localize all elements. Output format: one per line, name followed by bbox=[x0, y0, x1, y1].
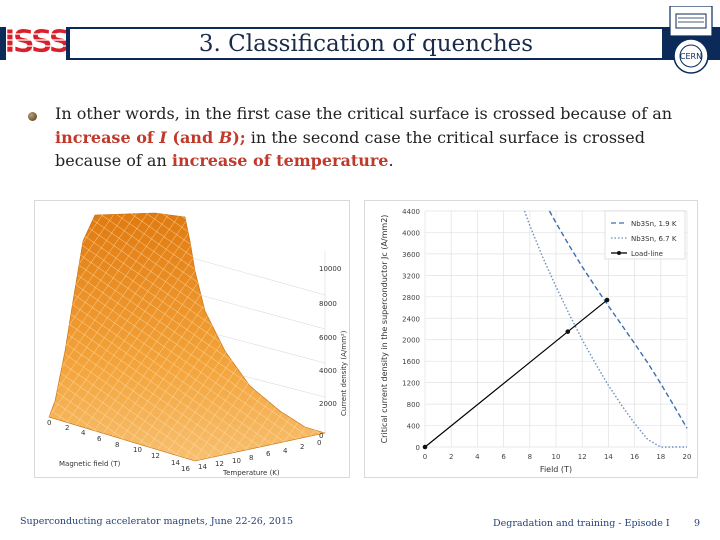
svg-text:12: 12 bbox=[215, 460, 224, 468]
y-axis-label: Critical current density in the supercon… bbox=[380, 215, 389, 444]
series bbox=[422, 210, 688, 450]
critical-current-chart: 0 400 800 1200 1600 2000 2400 2800 3200 3600 4000 4… bbox=[364, 200, 698, 478]
svg-text:2: 2 bbox=[300, 443, 304, 451]
y-tick-label: 800 bbox=[407, 401, 420, 409]
page-number: 9 bbox=[694, 518, 701, 529]
y-tick-label: 1200 bbox=[402, 380, 420, 388]
y-tick-label: 2000 bbox=[402, 337, 420, 345]
svg-text:10: 10 bbox=[232, 457, 241, 465]
svg-text:2: 2 bbox=[65, 424, 69, 432]
legend-box bbox=[604, 210, 686, 260]
legend-label: Nb3Sn, 6.7 K bbox=[631, 235, 677, 243]
load-line-point bbox=[565, 329, 571, 334]
z-axis-label: Current density (A/mm²) bbox=[340, 330, 348, 416]
svg-text:6000: 6000 bbox=[319, 334, 337, 342]
svg-text:14: 14 bbox=[198, 463, 207, 471]
load-line-point bbox=[422, 444, 428, 450]
svg-text:4: 4 bbox=[81, 429, 86, 437]
footer-course: Superconducting accelerator magnets, Jun… bbox=[20, 516, 294, 527]
x-tick-label: 8 bbox=[528, 453, 532, 461]
x-tick-label: 12 bbox=[578, 453, 587, 461]
temp-axis-ticks: 0 2 4 6 8 10 12 14 16 bbox=[181, 439, 321, 473]
legend: Nb3Sn, 1.9 K Nb3Sn, 6.7 K Load-line bbox=[604, 210, 686, 260]
title-box: 3. Classification of quenches bbox=[70, 27, 662, 60]
school-logo-text: ISSS bbox=[6, 24, 66, 60]
svg-text:4000: 4000 bbox=[319, 367, 337, 375]
cern-logo: CERN bbox=[669, 6, 713, 74]
y-tick-label: 0 bbox=[416, 444, 420, 452]
critical-current-svg: 0 400 800 1200 1600 2000 2400 2800 3200 3600 4000 4… bbox=[380, 208, 691, 474]
body-text-2: in the second case the critical surface … bbox=[55, 127, 645, 171]
x-tick-label: 14 bbox=[604, 453, 613, 461]
footer-lecture: Degradation and training - Episode I bbox=[493, 518, 670, 529]
highlight-increase-temperature: increase of temperature bbox=[171, 151, 389, 170]
series-line-2 bbox=[424, 299, 608, 448]
svg-text:6: 6 bbox=[97, 435, 102, 443]
x-tick-label: 20 bbox=[683, 453, 692, 461]
y-tick-label: 400 bbox=[407, 423, 420, 431]
cern-logo-text: CERN bbox=[680, 52, 702, 61]
school-logo: ISSS bbox=[6, 6, 66, 74]
svg-text:8: 8 bbox=[115, 441, 119, 449]
x-tick-label: 0 bbox=[423, 453, 427, 461]
legend-marker bbox=[617, 251, 621, 255]
critical-surface-3d-chart: 10000 8000 6000 4000 2000 0 Current dens… bbox=[34, 200, 350, 478]
svg-text:6: 6 bbox=[266, 450, 271, 458]
svg-text:2000: 2000 bbox=[319, 400, 337, 408]
svg-text:10: 10 bbox=[133, 446, 142, 454]
svg-text:8: 8 bbox=[249, 454, 253, 462]
x-tick-label: 2 bbox=[449, 453, 453, 461]
svg-text:0: 0 bbox=[319, 432, 323, 440]
series-line-0 bbox=[548, 210, 688, 429]
page-title: 3. Classification of quenches bbox=[198, 30, 534, 57]
axes: 0 400 800 1200 1600 2000 2400 2800 3200 3600 4000 4… bbox=[402, 208, 691, 461]
legend-label: Nb3Sn, 1.9 K bbox=[631, 220, 677, 228]
field-axis-label: Magnetic field (T) bbox=[59, 460, 121, 468]
surface-mesh bbox=[49, 213, 325, 461]
legend-label: Load-line bbox=[631, 250, 663, 258]
x-tick-label: 16 bbox=[630, 453, 639, 461]
y-tick-label: 2800 bbox=[402, 294, 420, 302]
field-axis-ticks: 0 2 4 6 8 10 12 14 bbox=[47, 419, 180, 467]
svg-text:14: 14 bbox=[171, 459, 180, 467]
y-tick-label: 3200 bbox=[402, 272, 420, 280]
svg-text:0: 0 bbox=[317, 439, 321, 447]
svg-text:12: 12 bbox=[151, 452, 160, 460]
y-tick-label: 4400 bbox=[402, 208, 420, 216]
critical-surface-svg: 10000 8000 6000 4000 2000 0 Current dens… bbox=[47, 212, 348, 477]
highlight-increase-current: increase of I (and B); bbox=[55, 127, 246, 147]
y-tick-label: 4000 bbox=[402, 229, 420, 237]
series-line-1 bbox=[523, 210, 687, 448]
x-tick-label: 18 bbox=[656, 453, 665, 461]
body-paragraph: In other words, in the first case the cr… bbox=[55, 102, 695, 173]
bullet-icon bbox=[28, 112, 37, 121]
svg-text:16: 16 bbox=[181, 465, 190, 473]
svg-text:0: 0 bbox=[47, 419, 51, 427]
x-tick-label: 4 bbox=[475, 453, 480, 461]
temp-axis-label: Temperature (K) bbox=[222, 469, 280, 477]
y-tick-label: 1600 bbox=[402, 358, 420, 366]
svg-text:8000: 8000 bbox=[319, 300, 337, 308]
y-tick-label: 3600 bbox=[402, 251, 420, 259]
body-text-1: In other words, in the first case the cr… bbox=[55, 104, 673, 123]
x-tick-label: 6 bbox=[501, 453, 506, 461]
svg-text:4: 4 bbox=[283, 447, 288, 455]
y-tick-label: 2400 bbox=[402, 315, 420, 323]
x-tick-label: 10 bbox=[552, 453, 561, 461]
svg-text:10000: 10000 bbox=[319, 265, 341, 273]
x-axis-label: Field (T) bbox=[540, 465, 572, 474]
z-axis-ticks: 10000 8000 6000 4000 2000 0 bbox=[319, 265, 341, 440]
body-text-3: . bbox=[388, 151, 394, 170]
load-line-point bbox=[604, 297, 610, 303]
